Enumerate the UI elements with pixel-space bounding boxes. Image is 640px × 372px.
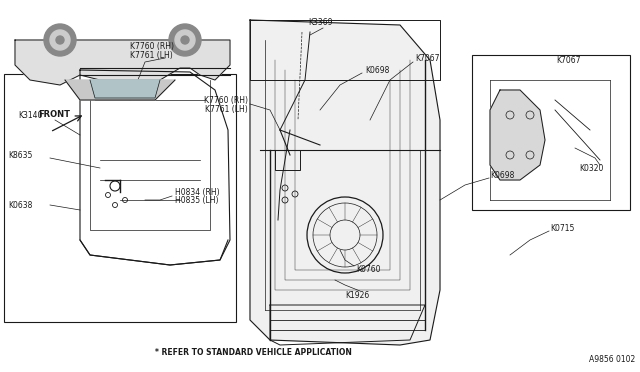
Polygon shape — [490, 90, 545, 180]
Text: K0320: K0320 — [580, 164, 604, 173]
Bar — [4, 74, 236, 322]
Circle shape — [181, 36, 189, 44]
Text: H0835 (LH): H0835 (LH) — [175, 196, 218, 205]
Polygon shape — [250, 20, 440, 345]
Text: K7760 (RH): K7760 (RH) — [130, 42, 174, 51]
Text: FRONT: FRONT — [38, 109, 70, 119]
Polygon shape — [15, 40, 230, 85]
Polygon shape — [65, 80, 175, 100]
Bar — [472, 55, 630, 210]
Circle shape — [175, 30, 195, 50]
Text: K0698: K0698 — [490, 170, 515, 180]
Circle shape — [169, 24, 201, 56]
Circle shape — [56, 36, 64, 44]
Text: K7067: K7067 — [415, 54, 440, 62]
Text: K7761 (LH): K7761 (LH) — [205, 105, 248, 113]
Text: H0834 (RH): H0834 (RH) — [175, 187, 220, 196]
Bar — [275, 150, 300, 170]
Text: K0715: K0715 — [550, 224, 574, 232]
Circle shape — [44, 24, 76, 56]
Circle shape — [50, 30, 70, 50]
Text: K7760 (RH): K7760 (RH) — [204, 96, 248, 105]
Text: * REFER TO STANDARD VEHICLE APPLICATION: * REFER TO STANDARD VEHICLE APPLICATION — [155, 348, 352, 357]
Text: K3369: K3369 — [308, 17, 333, 26]
Text: K8635: K8635 — [8, 151, 33, 160]
Text: K3140: K3140 — [18, 110, 42, 119]
Text: A9856 0102: A9856 0102 — [589, 355, 635, 364]
Text: K0760: K0760 — [356, 266, 381, 275]
Text: K7067: K7067 — [556, 55, 580, 64]
Polygon shape — [90, 80, 160, 98]
Text: K0698: K0698 — [365, 65, 389, 74]
Text: K1926: K1926 — [345, 291, 369, 299]
Text: K7761 (LH): K7761 (LH) — [130, 51, 173, 60]
Text: K0638: K0638 — [8, 201, 33, 209]
